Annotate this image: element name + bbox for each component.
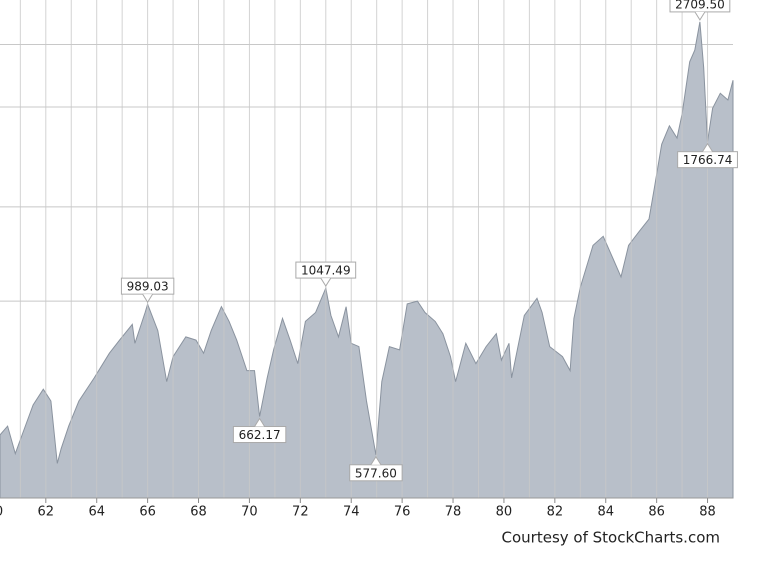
label-pointer <box>370 455 382 466</box>
data-label-group: 989.03 <box>120 277 175 304</box>
label-pointer <box>142 293 154 304</box>
x-tick-label: 72 <box>292 505 309 520</box>
x-tick-label: 86 <box>648 505 665 520</box>
credit: Courtesy of StockCharts.com <box>502 529 720 547</box>
label-pointer <box>702 142 713 152</box>
x-tick-label: 60 <box>0 505 3 520</box>
data-label: 2709.50 <box>675 0 725 11</box>
x-tick-label: 78 <box>445 505 462 520</box>
data-label: 1766.74 <box>683 153 733 167</box>
label-pointer <box>320 277 332 288</box>
data-label: 1047.49 <box>301 264 351 278</box>
x-tick-label: 70 <box>241 505 258 520</box>
data-label: 989.03 <box>127 280 169 294</box>
x-tick-label: 84 <box>597 505 614 520</box>
x-tick-label: 88 <box>699 505 716 520</box>
x-tick-label: 80 <box>496 505 513 520</box>
data-label: 662.17 <box>239 428 281 442</box>
x-tick-label: 68 <box>190 505 207 520</box>
label-pointer <box>254 417 266 427</box>
x-tick-label: 62 <box>38 505 55 520</box>
data-label: 577.60 <box>355 466 397 480</box>
x-tick-label: 76 <box>394 505 411 520</box>
area <box>0 21 734 499</box>
data-label-group: 1766.74 <box>677 142 738 169</box>
x-tick-label: 66 <box>139 505 156 520</box>
data-label-group: 2709.50 <box>669 0 731 21</box>
data-label-group: 1047.49 <box>295 261 357 288</box>
data-label-group: 577.60 <box>349 455 403 482</box>
x-tick-label: 64 <box>88 505 105 520</box>
data-label-group: 662.17 <box>232 417 287 444</box>
label-pointer <box>694 11 706 21</box>
x-tick-label: 82 <box>547 505 564 520</box>
x-tick-label: 74 <box>343 505 360 520</box>
